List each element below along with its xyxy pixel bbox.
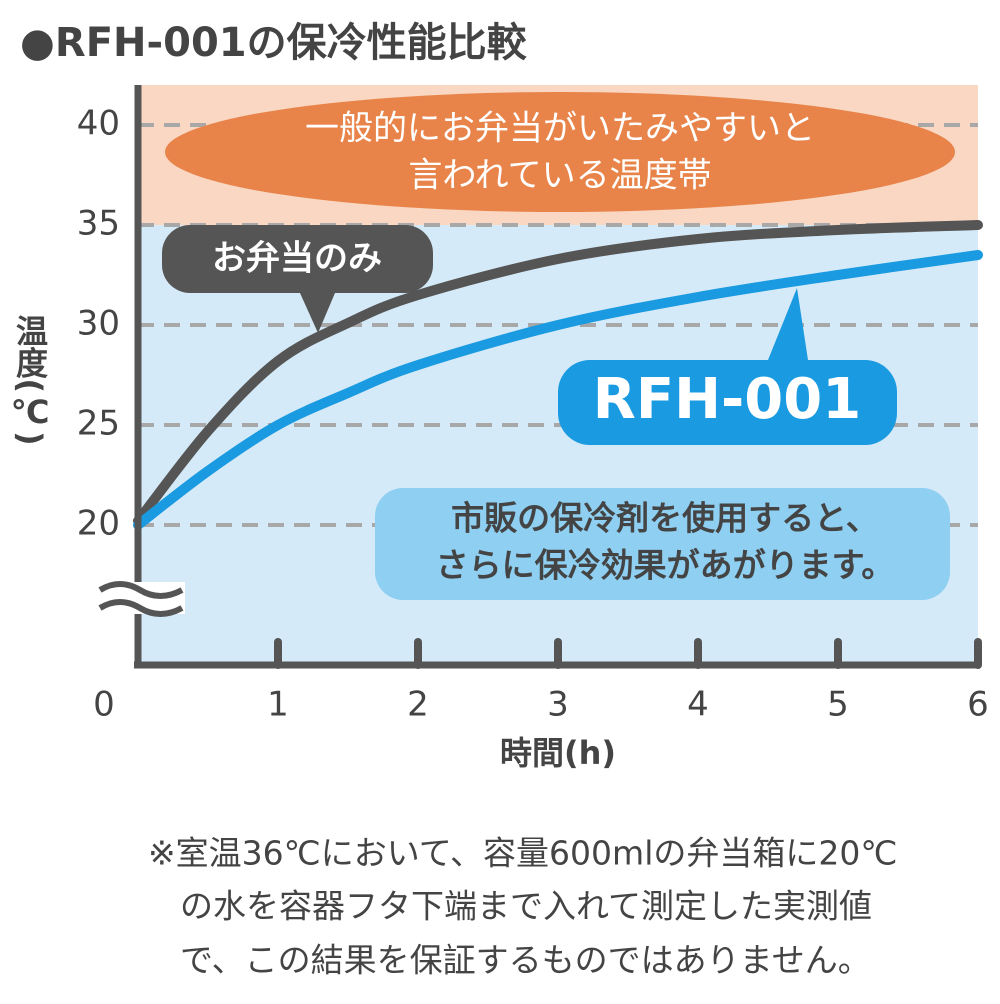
callout-bento (162, 225, 433, 333)
x-tick-label: 6 (967, 685, 989, 725)
series-label: RFH-001 (593, 367, 861, 432)
x-tick-label: 0 (93, 685, 115, 725)
zone-note: 言われている温度帯 (408, 156, 711, 196)
tip: 市販の保冷剤を使用すると、 (451, 499, 879, 538)
lines (133, 220, 983, 530)
x-tick-label: 4 (687, 685, 709, 725)
x-tick-label: 1 (267, 685, 289, 725)
y-axis-label: 温度(℃) (11, 314, 49, 445)
tip-box (375, 488, 950, 600)
footnote: で、この結果を保証するものではありません。 (180, 941, 871, 980)
callout-rfh (558, 288, 897, 445)
tip: さらに保冷効果があがります。 (436, 546, 895, 585)
series-line (133, 220, 983, 526)
x-tick-label: 3 (547, 685, 569, 725)
chart-title: ●RFH-001の保冷性能比較 (20, 20, 528, 66)
zone-ellipse (165, 92, 955, 212)
series-label: お弁当のみ (212, 239, 382, 279)
y-tick-label: 20 (77, 504, 120, 544)
zone-note: 一般的にお弁当がいたみやすいと (305, 109, 815, 149)
footnote: ※室温36℃において、容量600mlの弁当箱に20℃ (148, 834, 897, 873)
y-tick-label: 30 (77, 304, 120, 344)
series-line (133, 250, 983, 530)
y-tick-label: 35 (77, 204, 120, 244)
y-tick-label: 25 (77, 404, 120, 444)
x-axis-label: 時間(h) (500, 734, 616, 772)
x-tick-label: 2 (407, 685, 429, 725)
y-tick-label: 40 (77, 104, 120, 144)
footnote: の水を容器フタ下端まで入れて測定した実測値 (180, 887, 872, 926)
axis-break (95, 581, 185, 617)
x-tick-label: 5 (827, 685, 849, 725)
